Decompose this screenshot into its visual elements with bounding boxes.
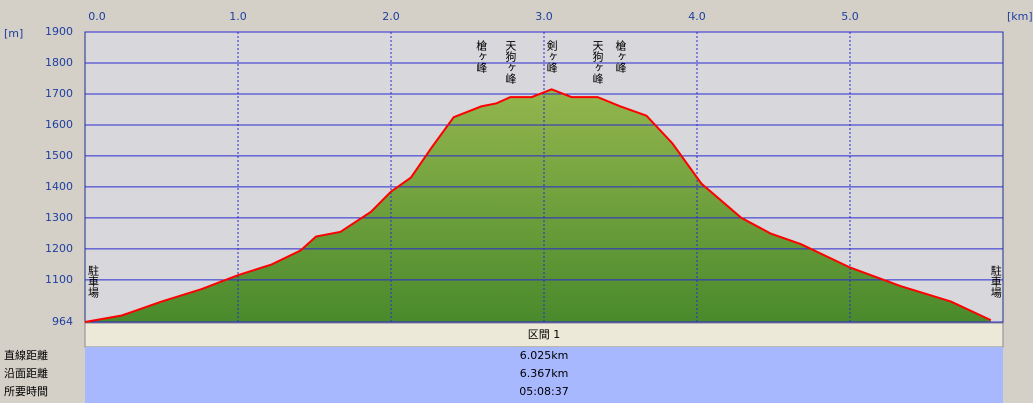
y-tick-label: 1300 [45, 211, 73, 224]
y-tick-label: 1200 [45, 242, 73, 255]
table-body [85, 347, 1003, 403]
y-tick-label: 1100 [45, 273, 73, 286]
row-value: 6.025km [520, 349, 569, 362]
y-tick-label: 1700 [45, 87, 73, 100]
x-tick-label: 3.0 [535, 10, 553, 23]
annotation: 剣ヶ峰 [545, 40, 558, 73]
annotation: 駐車場 [87, 264, 100, 299]
elevation-area [85, 89, 991, 322]
annotation: 駐車場 [989, 264, 1002, 299]
x-axis-label: [km] [1007, 10, 1033, 23]
x-tick-label: 5.0 [841, 10, 859, 23]
y-tick-label: 1800 [45, 56, 73, 69]
y-tick-label: 1600 [45, 118, 73, 131]
y-tick-label: 964 [52, 315, 73, 328]
row-label: 沿面距離 [4, 366, 48, 380]
table-rows: 直線距離 6.025km 沿面距離 6.367km 所要時間 05:08:37 [4, 348, 569, 398]
x-tick-label: 1.0 [229, 10, 247, 23]
y-tick-label: 1900 [45, 25, 73, 38]
annotation: 槍ヶ峰 [614, 39, 627, 73]
table-header-text: 区間 1 [528, 328, 561, 341]
annotation: 天狗ヶ峰 [591, 40, 604, 84]
x-tick-label: 0.0 [88, 10, 106, 23]
x-tick-label: 4.0 [688, 10, 706, 23]
annotation: 天狗ヶ峰 [504, 40, 517, 84]
table-header [84, 322, 1004, 348]
row-label: 所要時間 [4, 385, 48, 398]
row-label: 直線距離 [4, 348, 48, 362]
y-axis-label: [m] [4, 27, 23, 40]
annotation: 槍ヶ峰 [475, 39, 488, 73]
x-tick-label: 2.0 [382, 10, 400, 23]
y-tick-label: 1400 [45, 180, 73, 193]
row-value: 6.367km [520, 367, 569, 380]
y-tick-label: 1500 [45, 149, 73, 162]
elevation-line [84, 88, 992, 323]
row-value: 05:08:37 [519, 385, 568, 398]
